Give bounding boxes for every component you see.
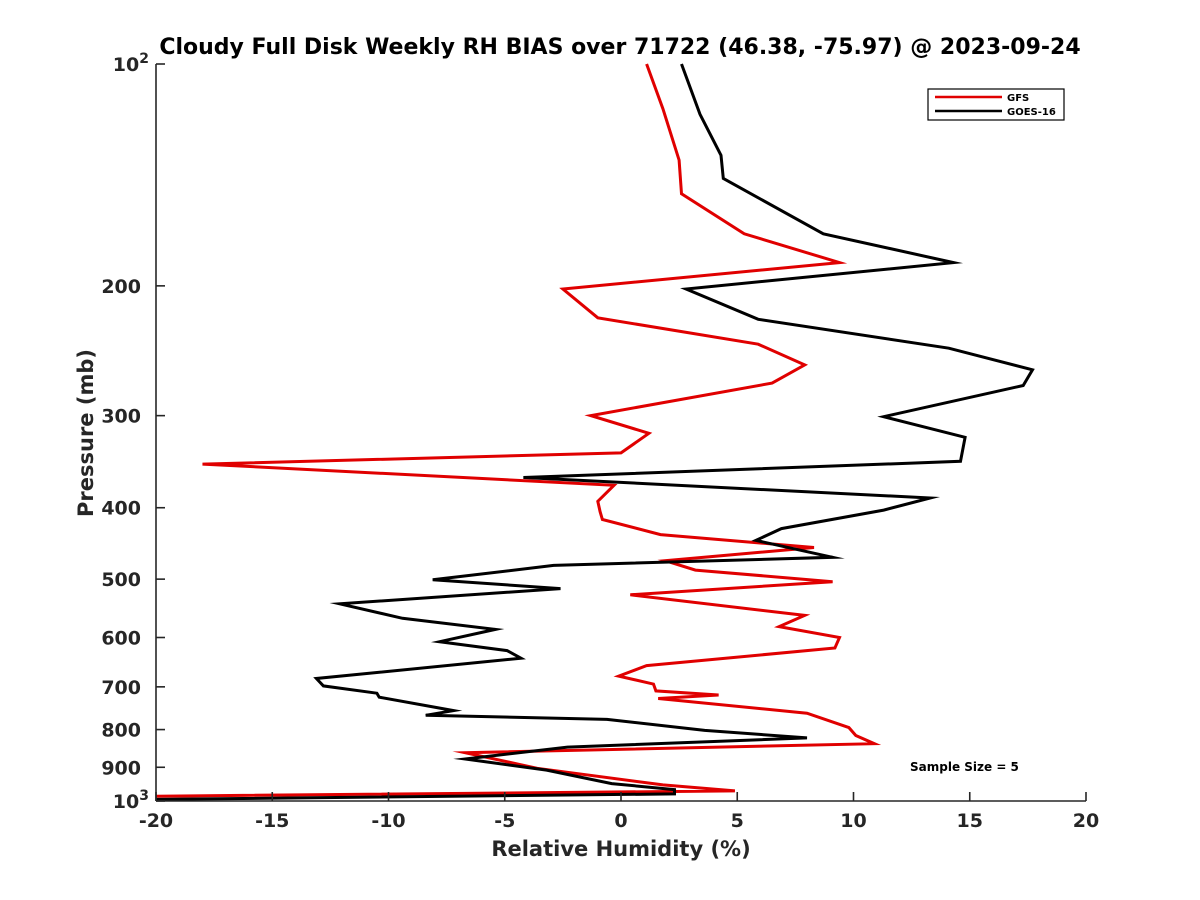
sample-size-annotation: Sample Size = 5 bbox=[910, 760, 1019, 774]
x-tick-label: 0 bbox=[614, 810, 627, 832]
x-tick-label: -15 bbox=[255, 810, 289, 832]
series-line-gfs bbox=[155, 63, 882, 798]
y-tick-label: 800 bbox=[101, 720, 141, 742]
y-tick-label: 102 bbox=[113, 51, 149, 76]
series-layer bbox=[155, 63, 1035, 801]
y-tick-label: 500 bbox=[101, 569, 141, 591]
y-tick-label: 103 bbox=[113, 788, 149, 813]
x-tick-label: -20 bbox=[139, 810, 173, 832]
x-tick-label: 20 bbox=[1073, 810, 1099, 832]
chart-title: Cloudy Full Disk Weekly RH BIAS over 717… bbox=[159, 35, 1080, 60]
x-tick-label: -10 bbox=[371, 810, 405, 832]
series-line-goes16 bbox=[155, 63, 1035, 801]
legend-label-goes16: GOES-16 bbox=[1007, 107, 1056, 118]
x-tick-label: 15 bbox=[957, 810, 983, 832]
y-tick-label: 400 bbox=[101, 498, 141, 520]
y-axis-label: Pressure (mb) bbox=[74, 349, 98, 517]
x-tick-label: -5 bbox=[494, 810, 515, 832]
legend-label-gfs: GFS bbox=[1007, 93, 1029, 104]
x-tick-label: 10 bbox=[840, 810, 866, 832]
y-tick-label: 200 bbox=[101, 276, 141, 298]
legend-box bbox=[927, 88, 1065, 121]
x-axis-label: Relative Humidity (%) bbox=[491, 837, 750, 861]
y-tick-label: 900 bbox=[101, 757, 141, 779]
y-tick-label: 600 bbox=[101, 627, 141, 649]
y-ticks: 102 200 300 400 500 600 700 800 900 103 bbox=[101, 51, 165, 813]
x-tick-label: 5 bbox=[731, 810, 744, 832]
legend: GFS GOES-16 bbox=[927, 88, 1065, 121]
y-tick-label: 700 bbox=[101, 677, 141, 699]
y-tick-label: 300 bbox=[101, 406, 141, 428]
x-ticks: -20 -15 -10 -5 0 5 10 15 20 bbox=[139, 792, 1099, 832]
